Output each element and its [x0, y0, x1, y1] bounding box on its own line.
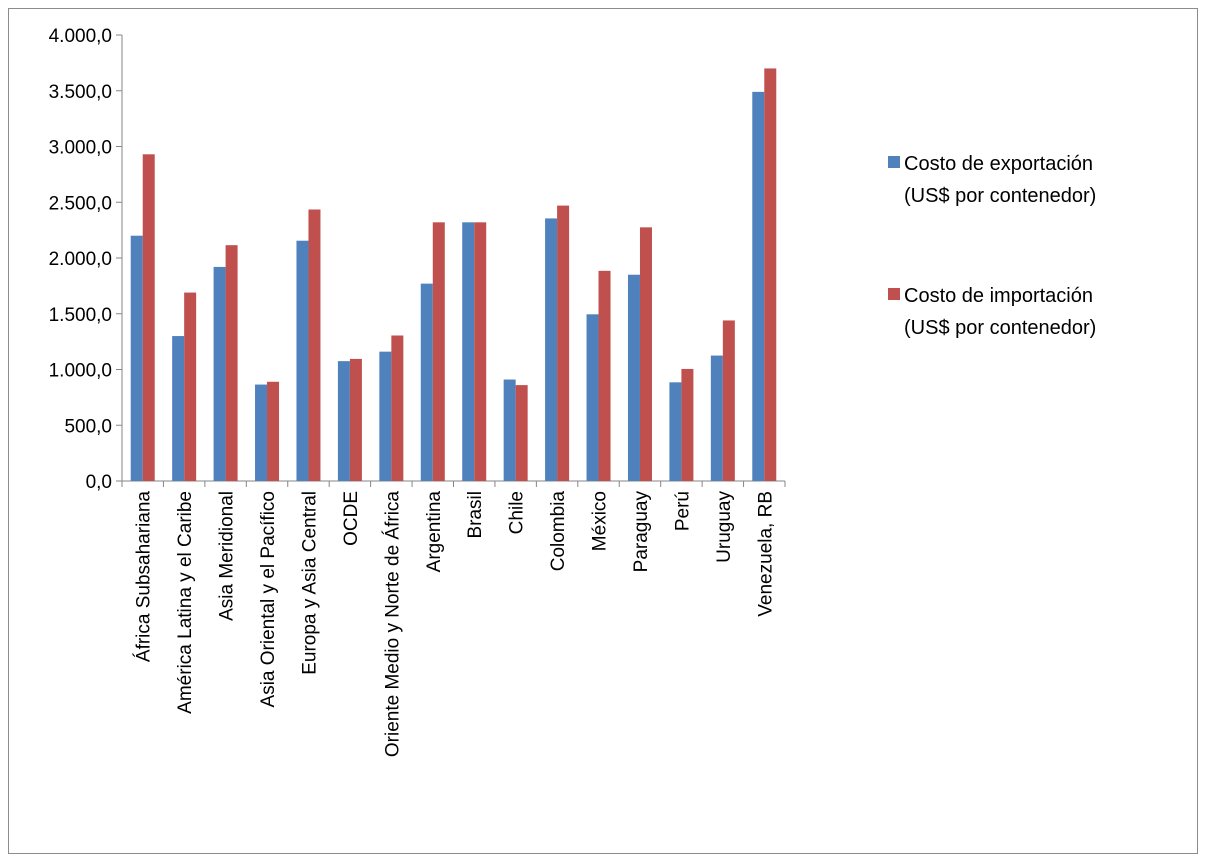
- export-cost-bar: [462, 222, 475, 481]
- export-cost-bar: [379, 351, 392, 481]
- import-cost-bar: [722, 320, 735, 481]
- legend-swatch: [888, 156, 900, 168]
- x-tick-label: Oriente Medio y Norte de África: [382, 491, 403, 758]
- x-tick-label: Venezuela, RB: [755, 491, 776, 617]
- export-cost-bar: [255, 384, 268, 481]
- import-cost-bar: [432, 222, 445, 481]
- y-tick-label: 3.000,0: [49, 138, 112, 159]
- legend-swatch: [888, 288, 900, 300]
- x-axis: África Subsahariana América Latina y el C…: [121, 480, 786, 758]
- import-cost-bar: [557, 205, 570, 481]
- import-cost-bar: [142, 154, 155, 481]
- x-tick-label: Asia Oriental y el Pacífico: [258, 491, 279, 707]
- x-tick-label: Europa y Asia Central: [299, 491, 320, 675]
- import-cost-bar: [598, 270, 611, 481]
- import-cost-bar: [225, 245, 238, 481]
- export-cost-bar: [213, 266, 226, 481]
- legend-label: Costo de exportación: [904, 153, 1093, 175]
- x-tick-label: Asia Meridional: [217, 491, 238, 621]
- export-cost-bar: [130, 235, 143, 481]
- export-cost-bar: [545, 218, 558, 482]
- x-tick-label: Chile: [507, 491, 528, 534]
- y-tick-label: 3.500,0: [49, 82, 112, 103]
- y-tick-label: 1.000,0: [49, 361, 112, 382]
- y-tick-label: 2.000,0: [49, 249, 112, 270]
- import-cost-bar: [681, 368, 694, 481]
- export-cost-bar: [627, 274, 640, 481]
- x-tick-label: México: [590, 491, 611, 551]
- export-cost-bar: [710, 355, 723, 481]
- y-axis: 0,0 500,0 1.000,0 1.500,0 2.000,0 2.500,0 3.00…: [49, 26, 123, 493]
- import-cost-bar: [391, 335, 404, 481]
- export-cost-bar: [296, 240, 309, 481]
- import-cost-bar: [267, 381, 280, 481]
- x-tick-label: Colombia: [548, 491, 569, 572]
- import-cost-bar: [184, 292, 197, 481]
- bars: [130, 68, 777, 482]
- import-cost-bar: [515, 385, 528, 481]
- export-cost-bar: [503, 379, 516, 481]
- import-cost-bar: [764, 68, 777, 481]
- import-cost-bar: [308, 209, 321, 481]
- y-tick-label: 500,0: [64, 416, 112, 437]
- export-cost-bar: [420, 283, 433, 481]
- y-tick-label: 2.500,0: [49, 193, 112, 214]
- import-cost-bar: [474, 222, 487, 481]
- x-tick-label: África Subsahariana: [134, 491, 155, 663]
- x-tick-label: OCDE: [341, 491, 362, 546]
- export-cost-bar: [752, 91, 765, 482]
- export-cost-bar: [669, 382, 682, 481]
- y-tick-label: 0,0: [86, 472, 112, 493]
- legend: Costo de exportación (US$ por contenedor)…: [888, 153, 1096, 339]
- export-cost-bar: [586, 314, 599, 481]
- y-tick-label: 1.500,0: [49, 305, 112, 326]
- x-tick-label: América Latina y el Caribe: [175, 491, 196, 714]
- import-cost-bar: [639, 227, 652, 481]
- import-cost-bar: [349, 358, 362, 481]
- x-tick-label: Brasil: [465, 491, 486, 539]
- export-cost-bar: [172, 336, 185, 481]
- export-cost-bar: [337, 361, 350, 481]
- x-tick-label: Paraguay: [631, 491, 652, 573]
- legend-label: (US$ por contenedor): [904, 185, 1096, 207]
- legend-label: Costo de importación: [904, 285, 1093, 307]
- legend-label: (US$ por contenedor): [904, 317, 1096, 339]
- x-tick-label: Uruguay: [714, 491, 735, 563]
- x-tick-label: Argentina: [424, 491, 445, 573]
- x-tick-label: Perú: [672, 491, 693, 531]
- y-tick-label: 4.000,0: [49, 26, 112, 47]
